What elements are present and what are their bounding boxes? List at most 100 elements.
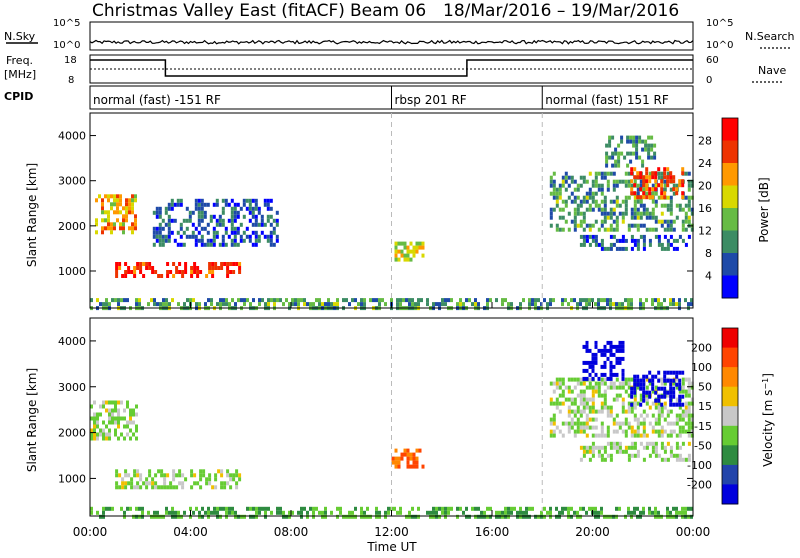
scatter-cell [600,453,604,458]
scatter-cell [421,253,425,258]
scatter-cell [684,211,688,216]
scatter-cell [648,441,652,446]
scatter-cell [666,179,670,184]
scatter-cell [594,203,598,208]
scatter-cell [160,485,164,490]
scatter-cell [600,445,604,450]
scatter-cell [612,187,616,192]
scatter-cell [114,416,117,421]
scatter-cell [409,241,413,246]
scatter-cell [621,409,625,414]
scatter-cell [95,230,98,235]
scatter-cell [406,464,410,469]
time-axis: 00:00 04:00 08:00 12:00 16:00 20:00 00:00 [73,302,710,539]
scatter-cell [588,298,591,303]
scatter-cell [666,219,670,224]
scatter-cell [153,298,156,303]
scatter-cell [333,302,336,307]
scatter-cell [675,514,678,519]
scatter-cell [663,179,667,184]
scatter-cell [119,226,122,231]
scatter-cell [603,457,607,462]
scatter-cell [558,191,562,196]
scatter-cell [128,198,131,203]
colorbar-swatch [722,464,738,485]
scatter-cell [411,298,414,303]
scatter-cell [573,227,577,232]
scatter-cell [418,245,422,250]
scatter-cell [639,203,643,208]
scatter-cell [641,159,645,164]
scatter-cell [552,381,556,386]
scatter-cell [537,298,540,303]
scatter-cell [540,302,543,307]
scatter-cell [254,238,258,243]
scatter-cell [111,416,114,421]
scatter-cell [600,510,603,515]
scatter-cell [202,473,206,478]
scatter-cell [421,245,425,250]
scatter-cell [678,394,682,399]
scatter-cell [657,421,661,426]
scatter-cell [116,194,119,199]
scatter-cell [406,249,410,254]
scatter-cell [591,393,595,398]
scatter-cell [630,405,634,410]
scatter-cell [90,432,93,437]
scatter-cell [570,506,573,511]
scatter-cell [558,377,562,382]
scatter-cell [639,433,643,438]
scatter-cell [621,215,625,220]
scatter-cell [188,210,192,215]
scatter-cell [90,428,93,433]
scatter-cell [151,477,155,482]
scatter-cell [300,506,303,511]
scatter-cell [657,242,661,247]
scatter-cell [204,510,207,515]
scatter-cell [609,227,613,232]
scatter-cell [564,179,568,184]
scatter-cell [156,302,159,307]
scatter-cell [636,171,640,176]
scatter-cell [645,183,649,188]
scatter-cell [639,298,642,303]
scatter-cell [552,179,556,184]
scatter-cell [164,222,168,227]
scatter-cell [219,298,222,303]
scatter-cell [608,143,612,148]
scatter-cell [612,364,616,369]
scatter-cell [105,506,108,511]
scatter-cell [681,377,685,382]
frequency-panel: Freq. [MHz] 18 8 60 0 Nave [4,54,786,86]
scatter-cell [648,238,652,243]
scatter-cell [627,377,631,382]
scatter-cell [654,171,658,176]
colorbar-swatch [722,163,738,186]
scatter-cell [630,429,634,434]
scatter-cell [549,417,553,422]
scatter-cell [651,215,655,220]
scatter-cell [245,206,249,211]
scatter-cell [644,147,648,152]
time-axis-label: Time UT [366,540,417,554]
scatter-cell [480,514,483,519]
scatter-cell [645,211,649,216]
scatter-cell [615,223,619,228]
scatter-cell [203,214,207,219]
scatter-cell [645,433,649,438]
scatter-cell [151,485,155,490]
scatter-cell [412,464,416,469]
scatter-cell [125,218,128,223]
scatter-cell [636,382,640,387]
scatter-cell [663,429,667,434]
scatter-cell [128,226,131,231]
scatter-cell [93,428,96,433]
scatter-cell [232,473,236,478]
scatter-cell [504,510,507,515]
scatter-cell [633,183,637,188]
scatter-cell [147,302,150,307]
scatter-cell [172,274,176,278]
scatter-cell [635,135,639,140]
scatter-cell [210,298,213,303]
scatter-cell [690,514,693,519]
